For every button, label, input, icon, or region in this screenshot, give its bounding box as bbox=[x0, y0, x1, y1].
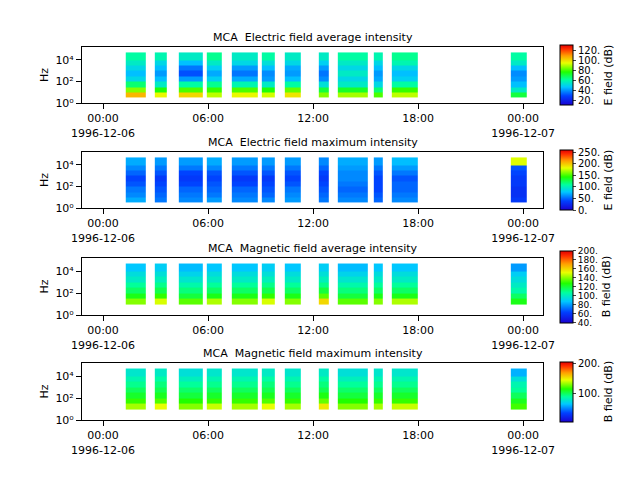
svg-text:10⁴: 10⁴ bbox=[55, 265, 74, 278]
svg-text:E field (dB): E field (dB) bbox=[602, 45, 615, 106]
svg-text:12:00: 12:00 bbox=[297, 217, 329, 230]
svg-text:10⁴: 10⁴ bbox=[55, 370, 74, 383]
svg-text:18:00: 18:00 bbox=[402, 429, 434, 442]
svg-text:10²: 10² bbox=[55, 75, 73, 88]
svg-text:00:001996-12-07: 00:001996-12-07 bbox=[491, 112, 555, 139]
svg-text:00:001996-12-06: 00:001996-12-06 bbox=[71, 217, 135, 244]
svg-text:MCA Magnetic field maximum in: MCA Magnetic field maximum intensity bbox=[203, 347, 423, 360]
svg-text:140.: 140. bbox=[578, 273, 598, 283]
svg-text:00:001996-12-07: 00:001996-12-07 bbox=[491, 324, 555, 351]
svg-text:40.: 40. bbox=[578, 85, 594, 96]
svg-text:00:001996-12-07: 00:001996-12-07 bbox=[491, 429, 555, 456]
svg-text:100.: 100. bbox=[578, 291, 598, 301]
svg-text:12:00: 12:00 bbox=[297, 112, 329, 125]
svg-text:06:00: 06:00 bbox=[192, 429, 224, 442]
svg-text:12:00: 12:00 bbox=[297, 324, 329, 337]
svg-text:10⁰: 10⁰ bbox=[55, 97, 74, 110]
svg-text:250.: 250. bbox=[578, 147, 600, 158]
svg-text:160.: 160. bbox=[578, 264, 598, 274]
svg-text:10⁰: 10⁰ bbox=[55, 202, 74, 215]
svg-text:60.: 60. bbox=[578, 309, 592, 319]
svg-text:50.: 50. bbox=[578, 193, 594, 204]
svg-text:200.: 200. bbox=[578, 358, 600, 369]
svg-text:120.: 120. bbox=[578, 282, 598, 292]
svg-text:12:00: 12:00 bbox=[297, 429, 329, 442]
svg-text:00:001996-12-06: 00:001996-12-06 bbox=[71, 324, 135, 351]
svg-text:MCA Magnetic field average in: MCA Magnetic field average intensity bbox=[208, 242, 417, 255]
svg-text:00:001996-12-07: 00:001996-12-07 bbox=[491, 217, 555, 244]
svg-text:18:00: 18:00 bbox=[402, 217, 434, 230]
svg-text:100.: 100. bbox=[578, 181, 600, 192]
svg-text:00:001996-12-06: 00:001996-12-06 bbox=[71, 429, 135, 456]
svg-text:20.: 20. bbox=[578, 95, 594, 106]
svg-text:180.: 180. bbox=[578, 255, 598, 265]
svg-text:18:00: 18:00 bbox=[402, 112, 434, 125]
svg-text:Hz: Hz bbox=[38, 279, 51, 293]
svg-text:10²: 10² bbox=[55, 392, 73, 405]
svg-text:10⁴: 10⁴ bbox=[55, 159, 74, 172]
svg-text:10⁴: 10⁴ bbox=[55, 54, 74, 67]
svg-text:60.: 60. bbox=[578, 75, 594, 86]
svg-text:MCA Electric field maximum in: MCA Electric field maximum intensity bbox=[208, 136, 418, 149]
svg-text:10²: 10² bbox=[55, 287, 73, 300]
svg-text:200.: 200. bbox=[578, 158, 600, 169]
svg-text:18:00: 18:00 bbox=[402, 324, 434, 337]
svg-text:Hz: Hz bbox=[38, 384, 51, 398]
svg-text:10²: 10² bbox=[55, 180, 73, 193]
svg-text:150.: 150. bbox=[578, 170, 600, 181]
svg-text:Hz: Hz bbox=[38, 173, 51, 187]
svg-text:100.: 100. bbox=[578, 388, 600, 399]
svg-text:Hz: Hz bbox=[38, 68, 51, 82]
svg-text:06:00: 06:00 bbox=[192, 112, 224, 125]
svg-text:200.: 200. bbox=[578, 246, 598, 256]
svg-text:80.: 80. bbox=[578, 65, 594, 76]
svg-text:120.: 120. bbox=[578, 45, 600, 56]
svg-text:MCA Electric field average in: MCA Electric field average intensity bbox=[213, 31, 413, 44]
svg-text:00:001996-12-06: 00:001996-12-06 bbox=[71, 112, 135, 139]
svg-text:E field (dB): E field (dB) bbox=[602, 150, 615, 211]
svg-text:10⁰: 10⁰ bbox=[55, 414, 74, 427]
svg-text:10⁰: 10⁰ bbox=[55, 309, 74, 322]
svg-text:06:00: 06:00 bbox=[192, 324, 224, 337]
svg-text:06:00: 06:00 bbox=[192, 217, 224, 230]
svg-text:B field (dB): B field (dB) bbox=[602, 361, 615, 422]
svg-text:0.: 0. bbox=[578, 205, 588, 216]
svg-text:B field (dB): B field (dB) bbox=[600, 256, 613, 317]
svg-text:100.: 100. bbox=[578, 55, 600, 66]
svg-text:40.: 40. bbox=[578, 318, 592, 328]
svg-text:80.: 80. bbox=[578, 300, 592, 310]
